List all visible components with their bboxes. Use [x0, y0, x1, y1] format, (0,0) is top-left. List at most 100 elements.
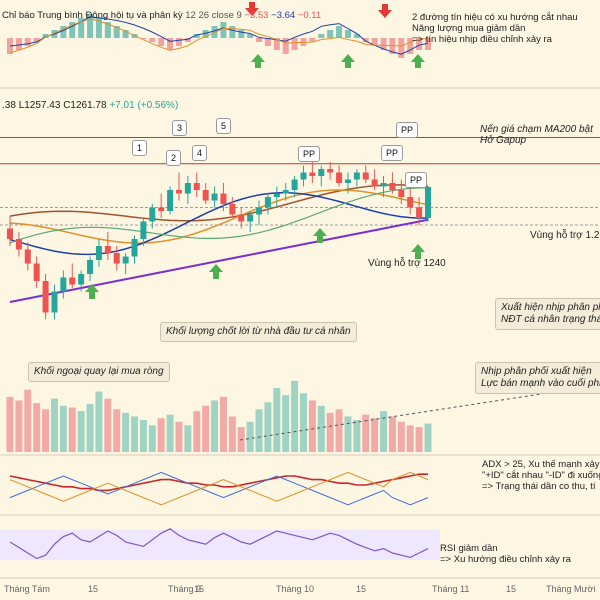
flag-pp-4: PP [405, 172, 428, 188]
volume-bar [24, 389, 32, 452]
volume-bar [273, 388, 281, 452]
candle-body [42, 281, 49, 313]
candle-body [425, 186, 431, 218]
x-tick: 15 [506, 584, 517, 594]
volume-bar [362, 414, 370, 452]
macd-bar [113, 26, 120, 38]
macd-bar [184, 38, 191, 42]
dist-note-a: Xuất hiện nhịp phân phố NĐT cá nhân trạng… [495, 298, 600, 330]
volume-bar [291, 380, 299, 452]
di-minus-line [9, 471, 429, 506]
macd-bar [229, 26, 236, 38]
flag-pp-2: PP [381, 145, 404, 161]
volume-bar [68, 407, 76, 452]
volume-bar [104, 398, 112, 452]
volume-bar [228, 416, 236, 452]
volume-bar [335, 409, 343, 452]
adx-note: ADX > 25, Xu thế mạnh xảy "+ID" cắt nhau … [482, 459, 600, 492]
candle-body [33, 263, 40, 281]
up-arrow-icon [411, 54, 425, 68]
signal-line [9, 18, 429, 54]
candle-body [113, 253, 120, 264]
x-tick: Tháng 10 [276, 584, 315, 594]
candle-body [371, 179, 378, 187]
flag-3: 3 [172, 120, 188, 136]
volume-bar [353, 420, 361, 452]
volume-trendline [239, 384, 600, 441]
x-tick: 15 [88, 584, 99, 594]
macd-bar [318, 34, 325, 38]
volume-bar [6, 396, 14, 452]
rsi-line [9, 528, 429, 560]
di-plus-line [9, 471, 429, 506]
volume-bar [59, 405, 67, 452]
macd-bar [238, 30, 245, 38]
macd-bar [69, 22, 76, 38]
volume-bar [42, 409, 50, 452]
up-arrow-icon [251, 54, 265, 68]
rsi-note: RSI giảm dần => Xu hướng điều chỉnh xảy r… [440, 543, 571, 565]
candle-body [300, 172, 307, 180]
macd-title: Chỉ báo Trung bình Động hội tụ và phân k… [2, 10, 322, 21]
candle-body [398, 190, 405, 197]
up-arrow-icon [85, 284, 99, 299]
macd-bar [264, 38, 271, 46]
macd-bar [273, 38, 280, 50]
candle-body [87, 260, 94, 274]
candle-body [104, 246, 111, 253]
macd-bar [247, 34, 254, 38]
volume-bar [406, 425, 414, 452]
candle-body [60, 277, 67, 292]
macd-bar [167, 38, 174, 50]
adx-line [9, 473, 428, 492]
volume-bar [424, 423, 432, 452]
up-arrow-icon [341, 54, 355, 68]
candle-body [318, 169, 325, 176]
candle-body [256, 207, 263, 215]
macd-note: 2 đường tín hiệu có xu hướng cắt nhau Năn… [412, 12, 578, 45]
candle-body [282, 190, 289, 194]
candle-body [264, 197, 271, 208]
candle-body [175, 190, 182, 194]
volume-bar [308, 400, 316, 452]
candle-body [336, 172, 343, 183]
candle-body [184, 183, 191, 194]
ohlc-readout: .38 L1257.43 C1261.78 +7.01 (+0.56%) [2, 100, 179, 111]
candle-body [140, 221, 147, 239]
volume-bar [166, 414, 174, 452]
candle-body [158, 207, 165, 211]
macd-bar [33, 38, 40, 42]
macd-bar [149, 38, 156, 42]
volume-bar [299, 393, 307, 452]
macd-bar [256, 38, 263, 42]
x-tick: Tháng 9 [168, 584, 202, 594]
volume-bar [219, 396, 227, 452]
ma-blue-line [9, 191, 429, 256]
x-tick: Tháng Tám [4, 584, 50, 594]
volume-bar [148, 425, 156, 452]
candle-body [15, 239, 22, 250]
volume-bar [113, 409, 121, 452]
candle-body [247, 214, 254, 222]
candle-body [344, 179, 351, 183]
volume-bar [202, 405, 210, 452]
volume-bar [15, 400, 23, 452]
macd-bar [42, 34, 49, 38]
volume-bar [255, 409, 263, 452]
ma-brown-line [9, 184, 429, 222]
volume-bar [50, 398, 58, 452]
macd-bar [158, 38, 165, 46]
candle-body [211, 193, 218, 201]
up-arrow-icon [313, 228, 327, 243]
x-tick: Tháng Mười [546, 584, 596, 594]
x-tick: Tháng 11 [432, 584, 470, 594]
macd-bar [371, 38, 378, 46]
macd-bar [87, 14, 94, 38]
ma200-line [9, 218, 429, 303]
candle-body [167, 190, 174, 211]
volume-bar [122, 412, 130, 452]
candle-body [416, 207, 423, 218]
macd-bar [202, 30, 209, 38]
